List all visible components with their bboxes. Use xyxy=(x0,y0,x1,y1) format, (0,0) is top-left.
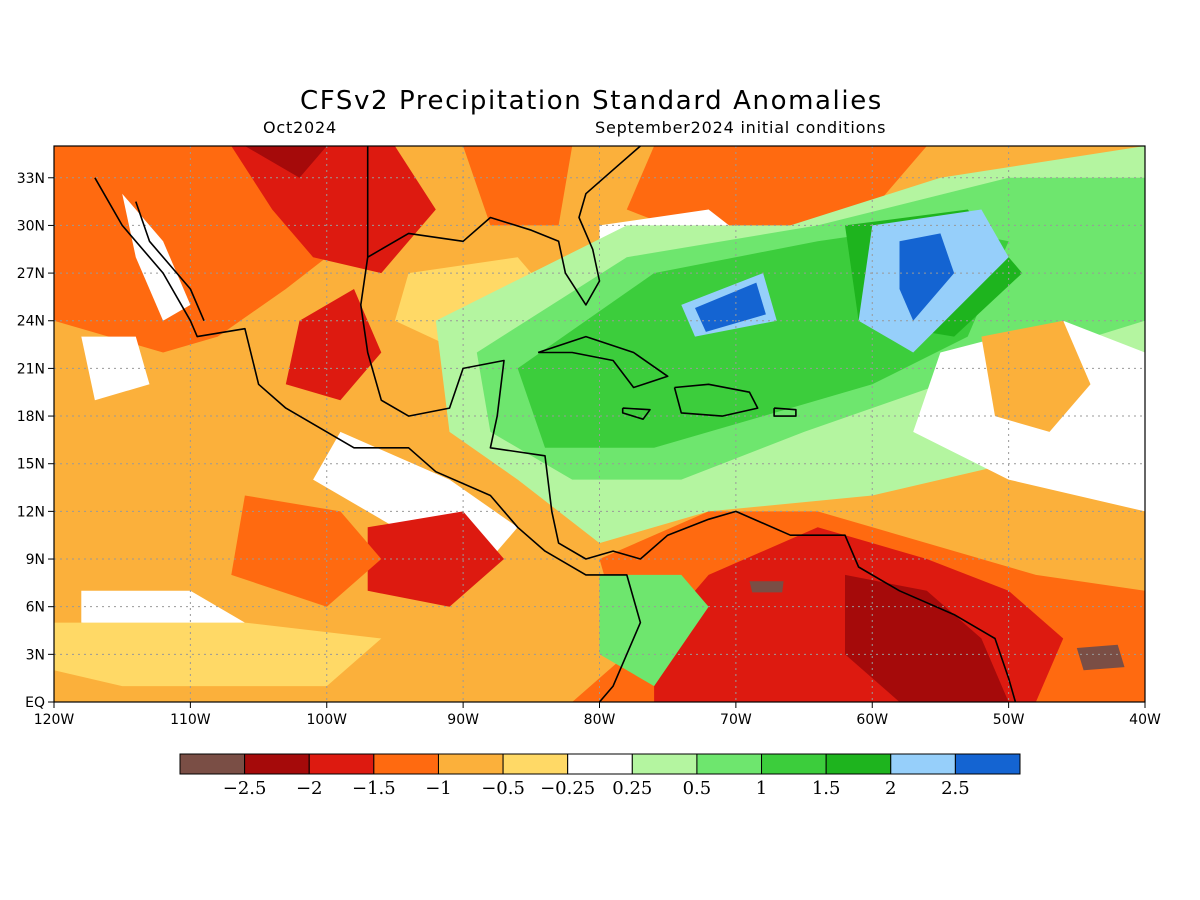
x-tick-label: 120W xyxy=(34,712,75,728)
colorbar-label: −0.5 xyxy=(481,778,525,799)
x-tick-label: 110W xyxy=(170,712,211,728)
colorbar-label: −2.5 xyxy=(223,778,267,799)
longitude-axis: 120W 110W 100W 90W 80W 70W 60W 50W 40W xyxy=(34,702,1161,728)
coastline xyxy=(367,146,641,306)
gridlines xyxy=(54,146,1145,702)
y-tick-label: 6N xyxy=(26,600,45,616)
y-tick-label: 18N xyxy=(17,409,45,425)
y-tick-label: EQ xyxy=(25,695,45,711)
colorbar-label: 1 xyxy=(756,778,767,799)
y-tick-label: 27N xyxy=(17,266,45,282)
colorbar-label: 0.5 xyxy=(683,778,712,799)
map-title: CFSv2 Precipitation Standard Anomalies xyxy=(300,86,883,116)
colorbar-swatch xyxy=(631,753,698,775)
y-tick-label: 12N xyxy=(17,504,45,520)
coastline xyxy=(673,383,759,417)
anomaly-region-south-brown xyxy=(1076,644,1125,671)
x-tick-label: 80W xyxy=(584,712,616,728)
coastlines xyxy=(94,146,1017,702)
y-tick-label: 3N xyxy=(26,647,45,663)
colorbar: −2.5 −2 −1.5 −1 −0.5 −0.25 0.25 0.5 1 1.5 2 2.5 xyxy=(179,753,1021,799)
colorbar-swatch xyxy=(696,753,763,775)
y-tick-label: 33N xyxy=(17,171,45,187)
y-tick-label: 30N xyxy=(17,218,45,234)
colorbar-swatch xyxy=(502,753,569,775)
anomaly-region-guiana-darkred xyxy=(845,574,1009,702)
y-tick-label: 15N xyxy=(17,457,45,473)
colorbar-swatch xyxy=(373,753,439,775)
x-tick-label: 60W xyxy=(856,712,888,728)
anomaly-region-southwest-darkred xyxy=(244,146,327,178)
colorbar-label: −0.25 xyxy=(540,778,595,799)
colorbar-swatch xyxy=(244,753,310,775)
y-tick-label: 9N xyxy=(26,552,45,568)
coastline xyxy=(135,201,205,322)
anomaly-region-mexico-red xyxy=(285,289,382,401)
anomaly-region-se-us-orange xyxy=(463,146,573,226)
x-tick-label: 50W xyxy=(993,712,1025,728)
latitude-axis: EQ 3N 6N 9N 12N 15N 18N 21N 24N 27N 30N 33N xyxy=(17,171,54,711)
coastline xyxy=(94,177,642,702)
colorbar-swatch xyxy=(567,753,633,775)
y-tick-label: 24N xyxy=(17,314,45,330)
colorbar-swatch xyxy=(761,753,827,775)
colorbar-label: 2 xyxy=(885,778,896,799)
colorbar-label: −1 xyxy=(425,778,452,799)
colorbar-swatch xyxy=(179,753,246,775)
colorbar-label: −1.5 xyxy=(352,778,396,799)
anomaly-region-pacific-red-east xyxy=(367,511,504,607)
y-tick-label: 21N xyxy=(17,361,45,377)
coastline xyxy=(360,146,1017,702)
colorbar-label: −2 xyxy=(296,778,323,799)
colorbar-swatch xyxy=(890,753,956,775)
x-tick-label: 100W xyxy=(306,712,347,728)
anomaly-region-venezuela-brown xyxy=(749,581,784,593)
x-tick-label: 90W xyxy=(447,712,479,728)
colorbar-swatch xyxy=(308,753,375,775)
valid-month-label: Oct2024 xyxy=(263,118,337,137)
x-tick-label: 70W xyxy=(720,712,752,728)
anomaly-region-pacific-orange-band xyxy=(231,495,382,607)
colorbar-swatch xyxy=(825,753,892,775)
coastline xyxy=(537,335,669,389)
colorbar-swatch xyxy=(437,753,504,775)
x-tick-label: 40W xyxy=(1129,712,1161,728)
anomaly-region-colombia-green xyxy=(599,574,709,687)
coastline xyxy=(621,407,651,420)
anomaly-region-atlantic-blue xyxy=(899,233,955,321)
colorbar-label: 1.5 xyxy=(812,778,841,799)
initial-conditions-label: September2024 initial conditions xyxy=(595,118,887,137)
colorbar-label: 0.25 xyxy=(612,778,652,799)
colorbar-swatch xyxy=(954,753,1021,775)
coastline xyxy=(773,407,797,417)
anomaly-region-bahamas-blue xyxy=(695,282,766,332)
colorbar-label: 2.5 xyxy=(941,778,970,799)
